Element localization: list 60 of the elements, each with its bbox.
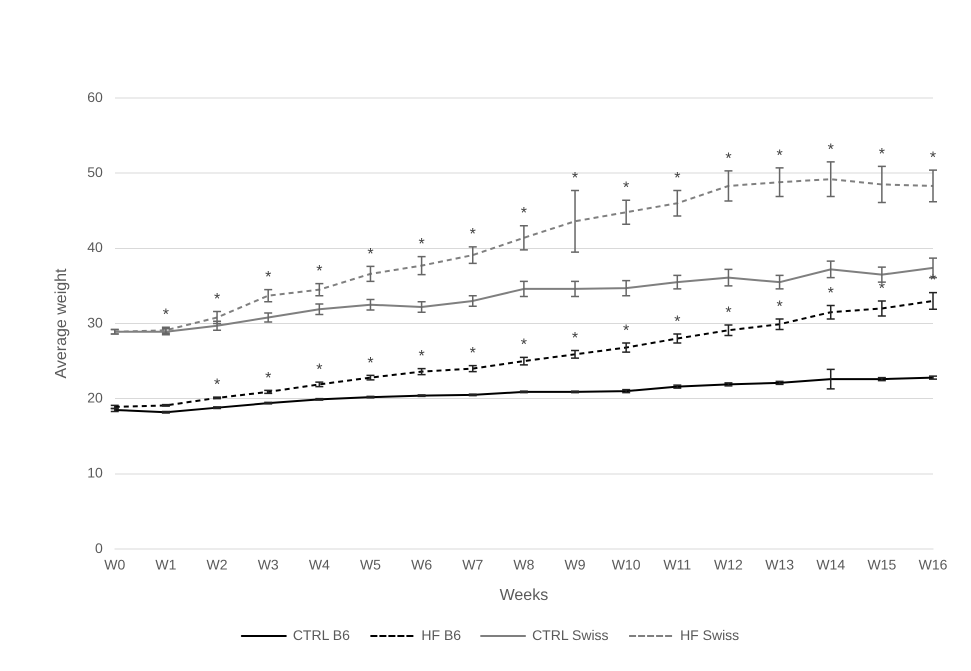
legend-label: CTRL Swiss [532,626,609,643]
annotation: * [316,362,322,379]
x-axis-title: Weeks [500,586,548,604]
annotation: * [572,330,578,347]
x-tick-label: W11 [663,556,692,572]
x-tick-label: W16 [918,556,948,572]
annotation: * [623,322,630,340]
annotation: * [367,354,374,372]
x-tick-label: W3 [258,556,279,572]
y-tick-label: 50 [87,164,103,180]
annotation: * [520,205,528,222]
x-tick-label: W15 [867,556,896,572]
x-tick-label: W7 [462,556,484,572]
legend-label: HF Swiss [680,626,740,643]
annotation: * [828,141,834,158]
y-tick-label: 60 [87,88,103,105]
annotation: * [520,336,528,354]
annotation: * [470,226,476,244]
annotation: * [623,180,630,197]
x-tick-label: W14 [816,556,846,572]
legend-label: CTRL B6 [292,626,350,643]
x-tick-label: W10 [612,556,641,572]
y-tick-label: 20 [87,390,103,406]
annotation: * [725,150,732,168]
y-tick-label: 40 [87,239,103,256]
y-tick-label: 30 [87,314,103,330]
y-axis-title: Average weight [53,268,70,378]
x-tick-label: W4 [308,556,330,572]
annotation: * [828,284,834,302]
annotation: * [418,236,425,254]
annotation: * [214,290,220,308]
annotation: * [418,348,425,366]
x-tick-label: W0 [104,556,126,572]
legend-label: HF B6 [421,626,462,643]
x-tick-label: W13 [765,556,794,572]
x-tick-label: W5 [360,556,382,572]
annotation: * [470,345,476,362]
x-tick-label: W6 [411,556,432,572]
y-tick-label: 10 [87,464,103,481]
annotation: * [265,370,272,387]
y-tick-label: 0 [94,540,103,556]
x-tick-label: W8 [513,556,535,572]
annotation: * [265,269,272,286]
annotation: * [878,280,885,298]
x-tick-label: W12 [714,556,744,572]
annotation: * [367,246,374,263]
annotation: * [776,147,783,164]
annotation: * [162,306,170,324]
x-tick-label: W2 [206,556,228,572]
annotation: * [930,150,936,167]
annotation: * [776,298,783,316]
annotation: * [674,170,680,187]
annotation: * [674,313,680,330]
annotation: * [878,146,885,163]
annotation: * [214,376,220,394]
annotation: * [316,263,322,280]
annotation: * [572,170,578,187]
x-tick-label: W9 [564,556,586,572]
annotation: * [725,304,732,322]
x-tick-label: W1 [155,556,177,572]
